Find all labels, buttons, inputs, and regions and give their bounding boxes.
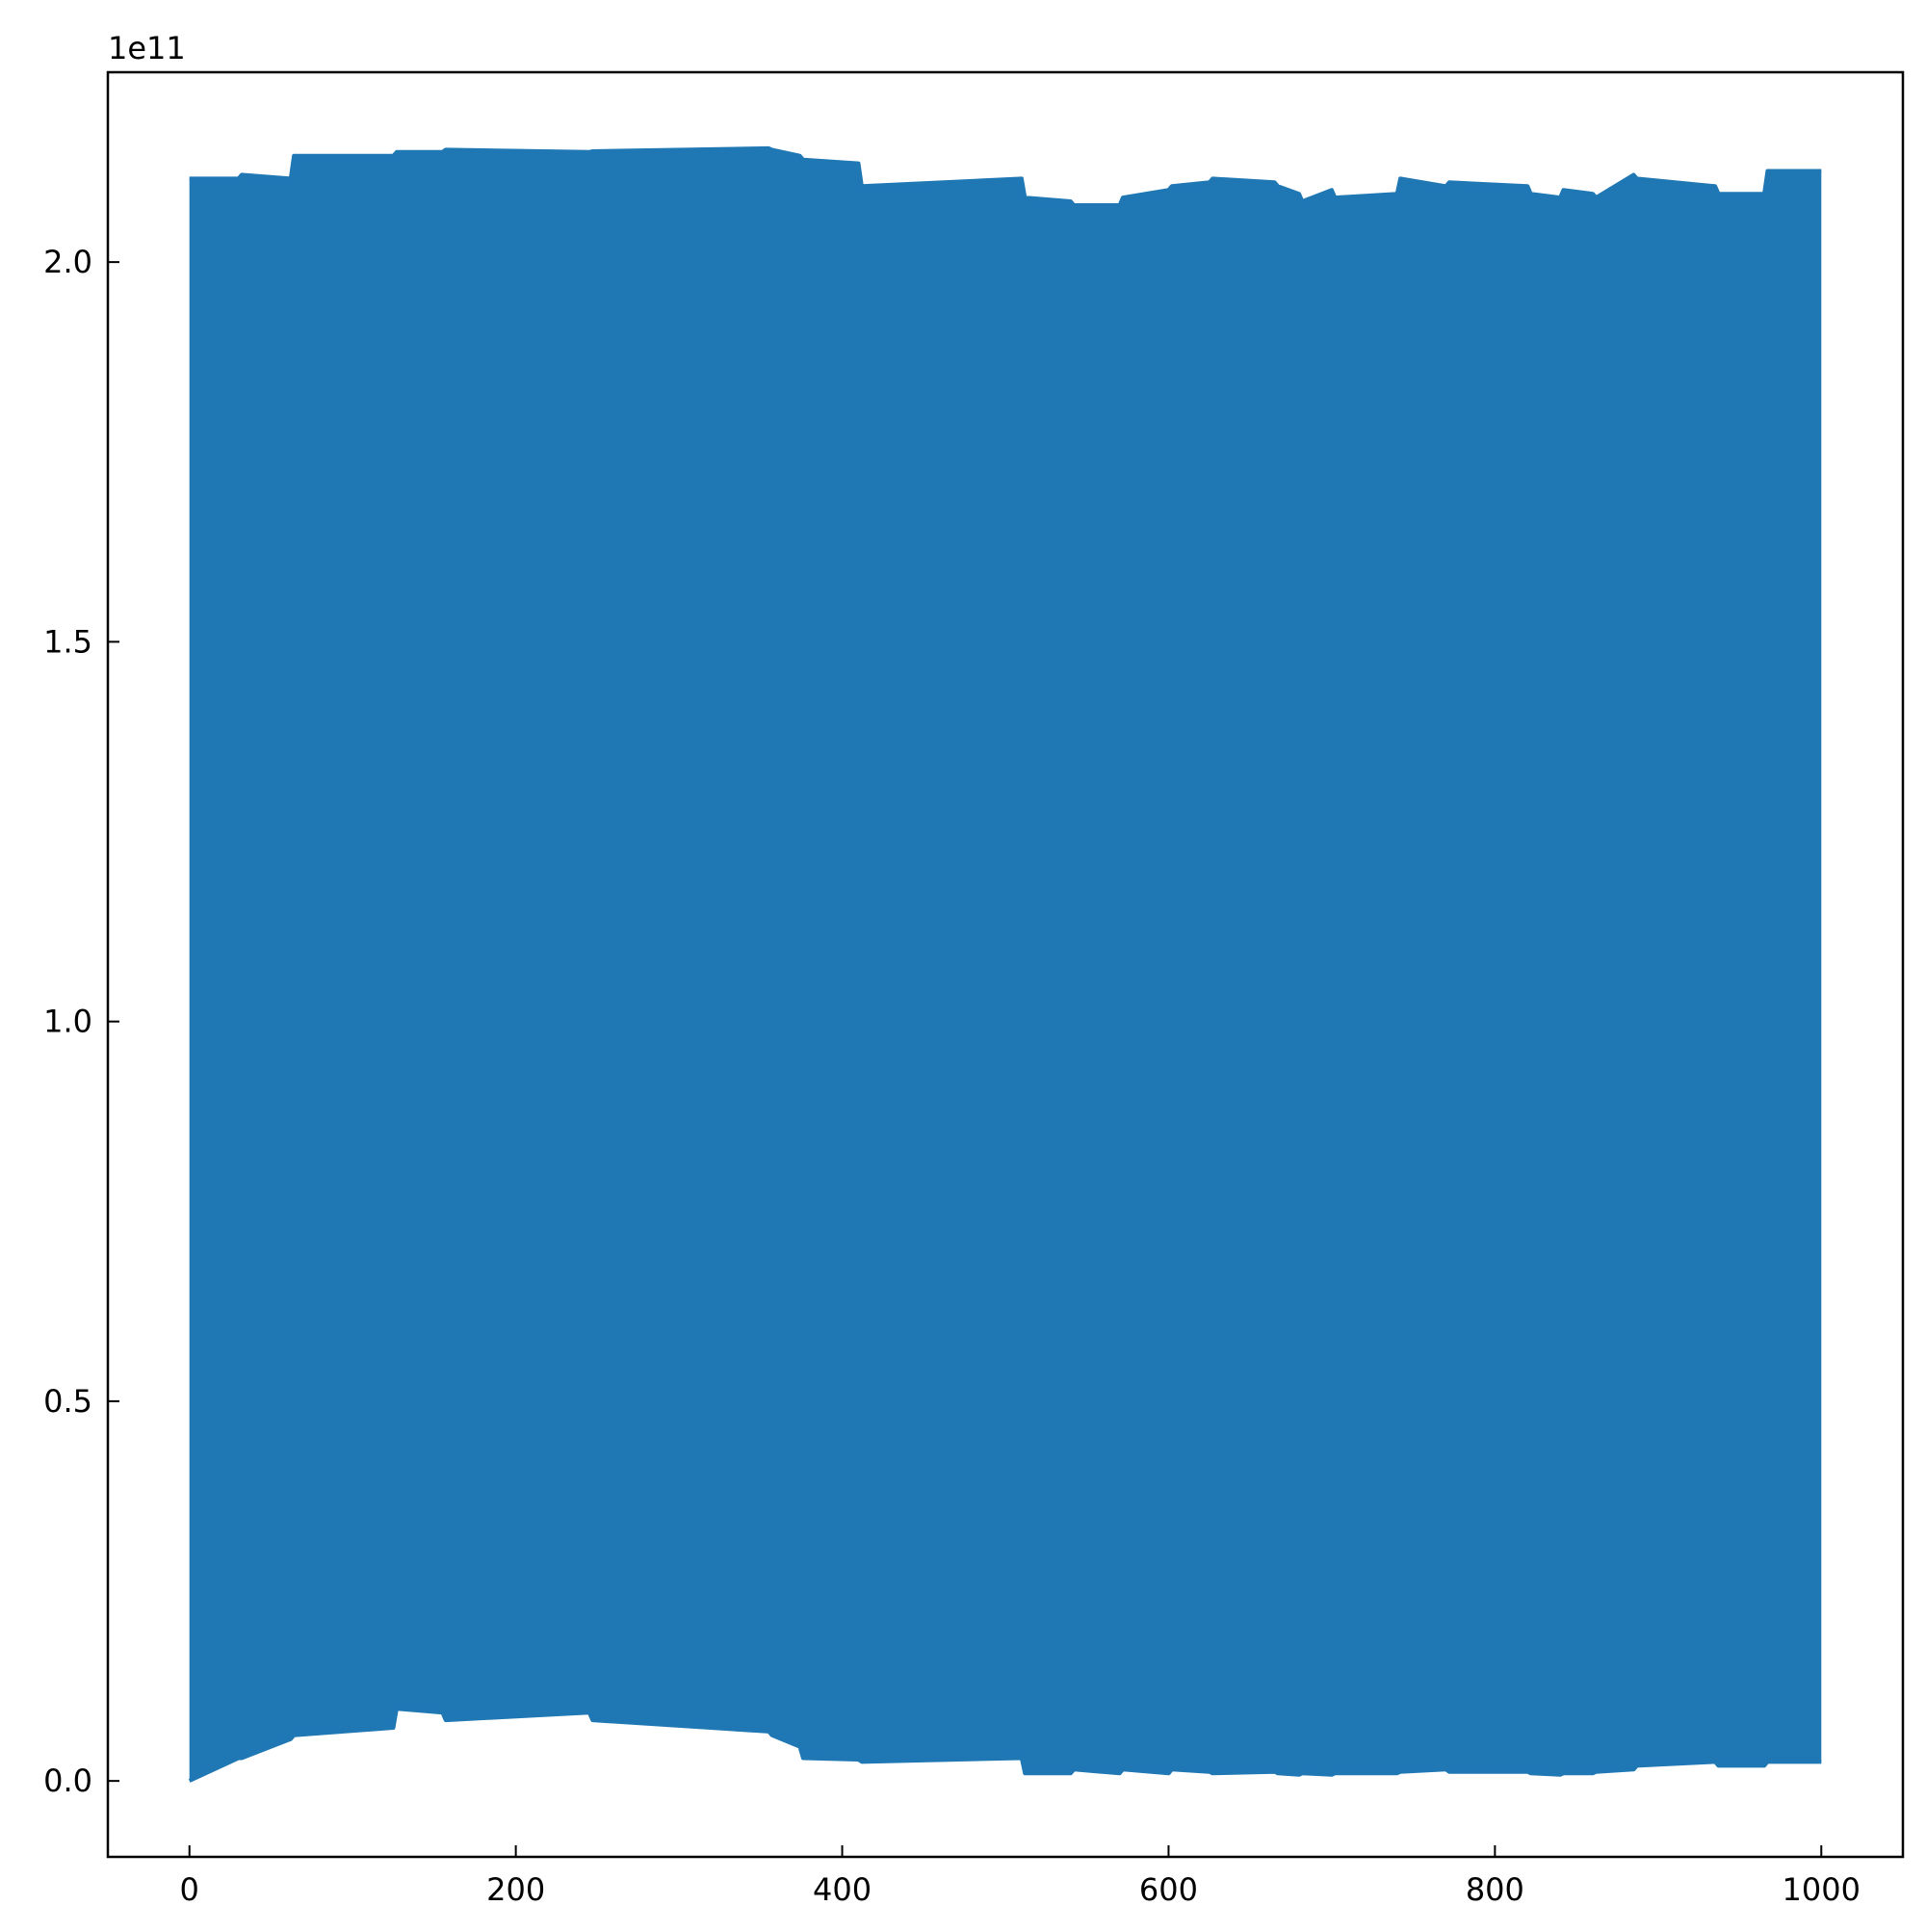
x-tick-label: 800 bbox=[1466, 1871, 1524, 1908]
series-upper-edge bbox=[189, 145, 1822, 207]
series-area-fill bbox=[189, 147, 1822, 1782]
x-tick-label: 200 bbox=[486, 1871, 545, 1908]
plot-area bbox=[188, 145, 1822, 1783]
y-axis: 0.0 0.5 1.0 1.5 2.0 bbox=[43, 244, 119, 1799]
x-tick-label: 600 bbox=[1139, 1871, 1198, 1908]
y-offset-label: 1e11 bbox=[108, 30, 186, 66]
y-tick-label: 1.5 bbox=[43, 623, 92, 660]
axes-frame bbox=[106, 70, 1905, 1859]
y-tick-label: 1.0 bbox=[43, 1004, 92, 1040]
x-axis: 0 200 400 600 800 1000 bbox=[180, 1845, 1861, 1908]
y-tick-label: 0.0 bbox=[43, 1762, 92, 1799]
x-tick-label: 1000 bbox=[1783, 1871, 1861, 1908]
x-tick-label: 400 bbox=[813, 1871, 872, 1908]
series-lower-edge bbox=[188, 1707, 1822, 1783]
x-tick-label: 0 bbox=[180, 1871, 199, 1908]
y-tick-label: 2.0 bbox=[43, 244, 92, 280]
y-tick-label: 0.5 bbox=[43, 1383, 92, 1420]
